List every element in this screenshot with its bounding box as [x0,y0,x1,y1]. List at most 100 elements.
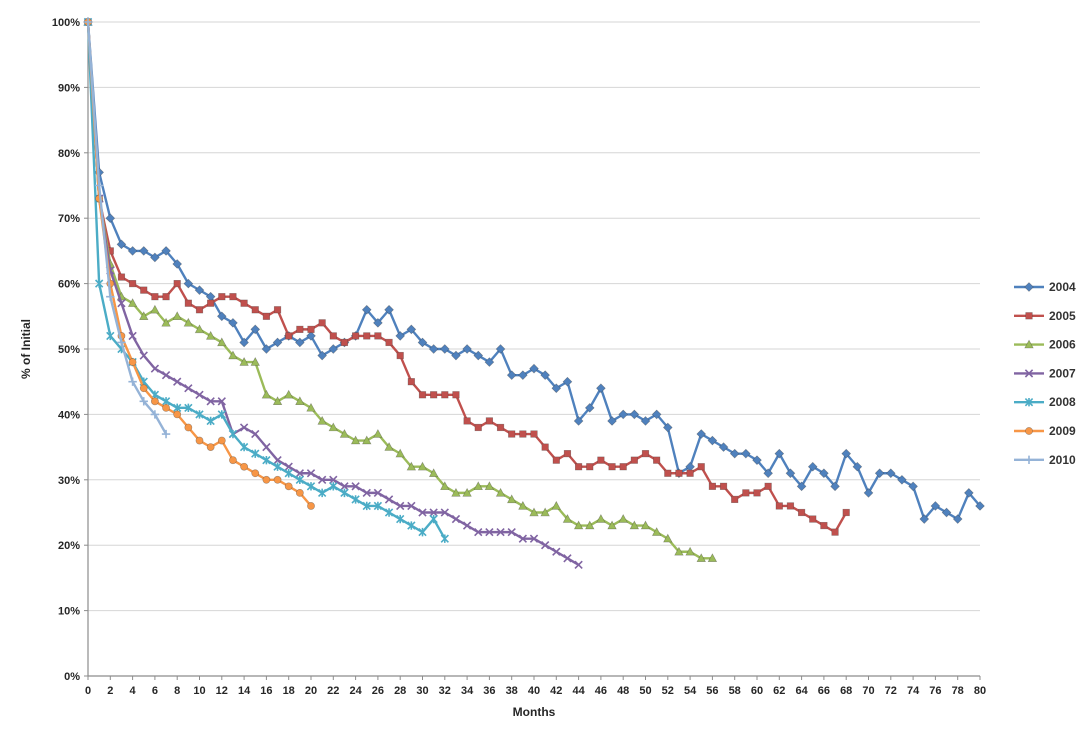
marker-diamond [462,344,472,354]
marker-triangle [518,500,528,510]
marker-asterisk [284,469,293,478]
marker-diamond [295,337,305,348]
marker-x [139,351,148,360]
marker-diamond [551,383,562,394]
marker-circle [240,462,248,471]
marker-diamond [618,409,629,420]
x-tick-label: 78 [952,685,964,697]
y-tick-label: 50% [58,344,80,356]
marker-square [218,293,226,301]
marker-asterisk [195,410,204,419]
marker-diamond [885,468,896,479]
marker-diamond [785,468,796,479]
marker-diamond [451,350,461,361]
series-2010 [83,17,171,439]
marker-square [675,469,683,477]
marker-x [329,475,338,484]
marker-triangle [295,396,305,406]
marker-triangle [674,546,684,556]
marker-triangle [663,533,673,543]
legend-item-2006: 2006 [1014,338,1076,352]
y-tick-label: 30% [58,475,80,487]
marker-x [518,534,528,543]
y-tick-label: 70% [58,213,80,225]
marker-circle [184,423,193,432]
marker-circle [307,502,315,510]
marker-triangle [406,461,417,471]
marker-diamond [774,448,785,459]
series-line [86,20,982,521]
marker-circle [1025,427,1033,435]
marker-triangle [194,324,205,334]
marker-x [195,390,204,399]
marker-diamond [629,409,640,420]
marker-triangle [585,520,595,530]
marker-triangle [328,422,339,432]
marker-diamond [696,429,707,439]
marker-square [474,423,482,432]
marker-diamond [384,304,394,315]
marker-asterisk [306,482,316,491]
marker-plus [139,397,148,406]
marker-square [285,332,293,340]
legend-item-2007: 2007 [1014,366,1076,380]
marker-diamond [662,422,673,433]
marker-square [363,332,371,340]
marker-asterisk [161,397,171,406]
marker-diamond [729,448,740,459]
marker-triangle [451,487,461,497]
y-tick-label: 10% [58,606,80,618]
marker-asterisk [407,521,416,530]
marker-asterisk [440,534,449,543]
marker-square [530,430,538,438]
marker-plus [1024,455,1034,464]
marker-diamond [930,501,941,511]
marker-square [820,521,828,530]
series-2006 [83,16,718,562]
marker-triangle [350,435,361,445]
marker-diamond [116,239,127,250]
marker-triangle [373,428,383,438]
series-2009 [84,18,315,510]
marker-circle [195,436,204,445]
marker-square [430,391,438,399]
marker-diamond [272,337,283,348]
legend-item-2004: 2004 [1014,280,1076,294]
marker-asterisk [239,442,249,452]
marker-square [597,456,605,464]
marker-circle [128,358,137,366]
marker-diamond [138,246,149,256]
x-tick-label: 24 [349,685,362,697]
marker-x [429,508,438,517]
y-tick-label: 40% [58,409,80,421]
marker-x [529,534,539,543]
marker-asterisk [295,475,305,484]
marker-x [440,508,449,517]
y-tick-label: 90% [58,82,80,94]
x-tick-label: 54 [684,685,697,697]
y-tick-label: 60% [58,279,80,291]
marker-x [563,554,572,563]
marker-asterisk [206,416,215,426]
marker-diamond [841,448,852,459]
marker-triangle [495,487,506,497]
marker-square [396,351,404,360]
marker-diamond [752,455,762,466]
marker-triangle [428,468,439,477]
marker-diamond [1024,282,1034,292]
marker-triangle [150,304,160,314]
marker-square [641,450,650,458]
marker-triangle [384,442,394,451]
marker-triangle [685,546,695,556]
marker-square [731,495,739,504]
marker-square [686,469,694,477]
marker-square [563,450,572,458]
marker-square [775,502,783,510]
marker-square [184,299,192,307]
marker-triangle [529,507,539,517]
x-tick-label: 48 [617,685,629,697]
marker-x [340,482,349,491]
marker-x [262,442,271,452]
marker-triangle [228,350,238,360]
x-tick-label: 56 [706,685,718,697]
